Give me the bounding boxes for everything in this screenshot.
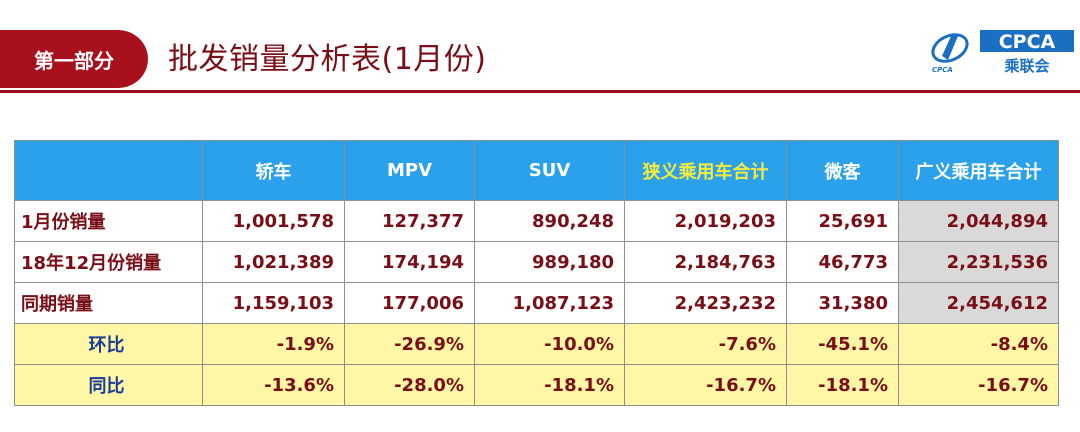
table-cell: 2,423,232 — [624, 282, 787, 324]
header-cell-suv: SUV — [474, 140, 625, 201]
table-cell: -16.7% — [624, 364, 787, 406]
table-cell: -13.6% — [202, 364, 345, 406]
table-cell: 1,159,103 — [202, 282, 345, 324]
table-cell: 1,087,123 — [474, 282, 625, 324]
table-cell: 1,001,578 — [202, 200, 345, 242]
table-cell: 177,006 — [344, 282, 475, 324]
header-cell-narrow-total: 狭义乘用车合计 — [624, 140, 787, 201]
table-row: 18年12月份销量 1,021,389 174,194 989,180 2,18… — [14, 241, 1059, 283]
sales-table: 轿车 MPV SUV 狭义乘用车合计 微客 广义乘用车合计 1月份销量 1,00… — [14, 140, 1059, 406]
logo-abbr: CPCA — [999, 31, 1056, 53]
table-cell: 46,773 — [786, 241, 899, 283]
table-cell: -7.6% — [624, 323, 787, 365]
emblem-text: CPCA — [932, 66, 953, 74]
cpca-logo: CPCA CPCA 乘联会 — [931, 30, 1074, 75]
table-cell: 2,044,894 — [898, 200, 1059, 242]
table-cell: 127,377 — [344, 200, 475, 242]
table-cell: -1.9% — [202, 323, 345, 365]
table-cell: -26.9% — [344, 323, 475, 365]
table-cell: 2,454,612 — [898, 282, 1059, 324]
table-cell: 2,231,536 — [898, 241, 1059, 283]
table-cell: -10.0% — [474, 323, 625, 365]
header-cell-microvan: 微客 — [786, 140, 899, 201]
header-cell-mpv: MPV — [344, 140, 475, 201]
header-cell-corner — [14, 140, 203, 201]
table-row: 环比 -1.9% -26.9% -10.0% -7.6% -45.1% -8.4… — [14, 323, 1059, 365]
table-cell: -18.1% — [786, 364, 899, 406]
table-row: 同比 -13.6% -28.0% -18.1% -16.7% -18.1% -1… — [14, 364, 1059, 406]
table-cell: 25,691 — [786, 200, 899, 242]
table-cell: 2,019,203 — [624, 200, 787, 242]
table-cell: 989,180 — [474, 241, 625, 283]
table-cell: 174,194 — [344, 241, 475, 283]
table-cell: 890,248 — [474, 200, 625, 242]
table-header-row: 轿车 MPV SUV 狭义乘用车合计 微客 广义乘用车合计 — [14, 140, 1059, 201]
table-cell: -18.1% — [474, 364, 625, 406]
table-cell: -16.7% — [898, 364, 1059, 406]
section-label: 第一部分 — [0, 30, 148, 88]
row-label: 18年12月份销量 — [14, 241, 203, 283]
table-row: 同期销量 1,159,103 177,006 1,087,123 2,423,2… — [14, 282, 1059, 324]
cpca-emblem-icon: CPCA — [931, 33, 969, 74]
table-cell: -8.4% — [898, 323, 1059, 365]
header-cell-broad-total: 广义乘用车合计 — [898, 140, 1059, 201]
table-cell: -45.1% — [786, 323, 899, 365]
row-label: 环比 — [14, 323, 203, 365]
table-cell: 1,021,389 — [202, 241, 345, 283]
row-label: 1月份销量 — [14, 200, 203, 242]
table-cell: 31,380 — [786, 282, 899, 324]
row-label: 同比 — [14, 364, 203, 406]
row-label: 同期销量 — [14, 282, 203, 324]
table-row: 1月份销量 1,001,578 127,377 890,248 2,019,20… — [14, 200, 1059, 242]
header-cell-sedan: 轿车 — [202, 140, 345, 201]
table-cell: -28.0% — [344, 364, 475, 406]
title-divider — [0, 90, 1080, 93]
table-cell: 2,184,763 — [624, 241, 787, 283]
page-title: 批发销量分析表(1月份) — [168, 42, 487, 77]
logo-name: 乘联会 — [1003, 57, 1049, 75]
